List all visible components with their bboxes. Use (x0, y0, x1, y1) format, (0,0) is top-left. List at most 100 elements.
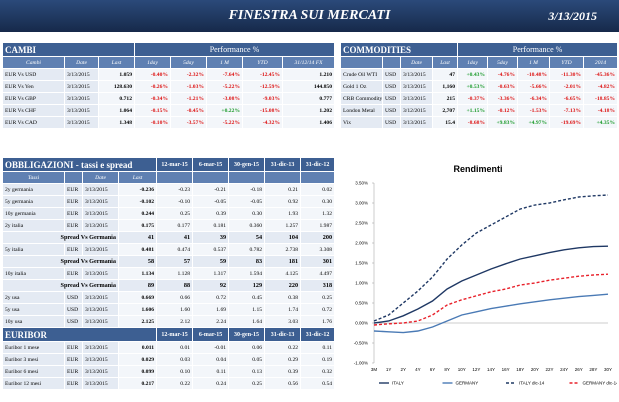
cell: -12.59% (242, 80, 283, 93)
cell: EURIBOR (1, 327, 158, 342)
cell: 0.537 (192, 243, 230, 256)
cell: 30-gen-15 (228, 327, 266, 342)
cell: -0.26% (134, 80, 171, 93)
cell: 2,707 (431, 104, 459, 117)
cell (340, 56, 383, 69)
cell: 0.30 (300, 195, 336, 208)
cell: 3/13/2015 (64, 80, 99, 93)
cell: 30-gen-15 (228, 157, 266, 172)
cell: EUR (64, 377, 83, 390)
cell: 41 (156, 231, 194, 244)
cell: 3/13/2015 (82, 315, 119, 328)
cell: 1.128 (156, 267, 194, 280)
cell: -1.21% (170, 92, 207, 105)
cell: 3/13/2015 (400, 68, 433, 81)
cell (300, 171, 336, 184)
cell: 2.738 (264, 243, 302, 256)
cell: EUR (64, 195, 83, 208)
cell: 318 (300, 279, 336, 292)
cell: -0.23 (156, 183, 194, 196)
x-tick-label: 6Y (430, 367, 436, 372)
cell: 1.987 (300, 219, 336, 232)
cell: USD (64, 303, 83, 316)
cell: EUR (64, 243, 83, 256)
cell: Euribor 6 mesi (2, 365, 65, 378)
data-row: EUR Vs Yen 3/13/2015 128.630 -0.26% -1.03% -5… (2, 80, 335, 93)
cambi-panel: CAMBI Performance % Cambi Date Last 1day 5day 1… (2, 42, 335, 129)
cell: 129 (228, 279, 266, 292)
cell: 1.064 (98, 104, 135, 117)
cell: EUR (64, 353, 83, 366)
cell: -0.102 (117, 195, 158, 208)
y-tick-label: 1.50% (355, 261, 368, 266)
cell: 31-dic-12 (300, 157, 336, 172)
data-row: Euribor 3 mesi EUR 3/13/2015 0.029 0.03 0.04 0… (2, 353, 336, 366)
data-row: EUR Vs USD 3/13/2015 1.059 -0.40% -2.32% -7.6… (2, 68, 335, 81)
cell: 3/13/2015 (82, 183, 119, 196)
cell: London Metal (340, 104, 383, 117)
cell: 1.15 (228, 303, 266, 316)
cell: 104 (264, 231, 302, 244)
cell: 1,160 (431, 80, 459, 93)
cell: -5.22% (206, 116, 243, 129)
cell: USD (382, 116, 401, 129)
cell: 0.30 (228, 207, 266, 220)
cell: Date (64, 56, 99, 69)
cell: -6.34% (517, 92, 551, 105)
cell: Crude Oil WTI (340, 68, 383, 81)
x-tick-label: 18Y (516, 367, 524, 372)
cell (192, 171, 230, 184)
table: OBBLIGAZIONI - tassi e spread 12-mar-15 6-… (1, 157, 336, 390)
cell: 0.360 (228, 219, 266, 232)
data-row: Euribor 1 mese EUR 3/13/2015 0.011 0.01 -0.01… (2, 341, 336, 354)
cell: 1.606 (117, 303, 158, 316)
x-tick-label: 4Y (415, 367, 421, 372)
cell: 3/13/2015 (400, 80, 433, 93)
cell: 2.12 (156, 315, 194, 328)
cell: 0.099 (117, 365, 158, 378)
data-row: 5y italia EUR 3/13/2015 0.481 0.474 0.537 0.78… (2, 243, 336, 256)
cell: -4.32% (242, 116, 283, 129)
cell: -4.82% (583, 80, 619, 93)
data-row: EUR Vs GBP 3/13/2015 0.712 -0.34% -1.21% -3.0… (2, 92, 335, 105)
cell: +0.53% (457, 80, 489, 93)
cell: 3/13/2015 (82, 207, 119, 220)
commodities-panel: COMMODITIES Performance % Date Last 1day 5day… (339, 42, 619, 129)
cell: 3/13/2015 (400, 116, 433, 129)
cell: 1 M (206, 56, 243, 69)
table: CAMBI Performance % Cambi Date Last 1day 5day 1… (2, 42, 335, 129)
cell: +9.83% (487, 116, 519, 129)
cell: 3.308 (300, 243, 336, 256)
cell: 3/13/2015 (400, 92, 433, 105)
cell: 10y usa (2, 315, 65, 328)
cell: 1day (457, 56, 489, 69)
cell: EUR Vs CHF (2, 104, 65, 117)
cell: 0.04 (192, 353, 230, 366)
x-tick-label: 20Y (531, 367, 539, 372)
cell: -0.21 (192, 183, 230, 196)
cell: 0.29 (264, 353, 302, 366)
cell: 3.03 (264, 315, 302, 328)
cell: YTD (242, 56, 283, 69)
x-tick-label: 10Y (458, 367, 466, 372)
legend-label: ITALY dic-14 (519, 381, 545, 386)
cell: 1 M (517, 56, 551, 69)
cell: Last (431, 56, 459, 69)
cell: 3/13/2015 (82, 291, 119, 304)
cell: -0.10% (134, 116, 171, 129)
header-row: Tassi Date Last (2, 171, 336, 184)
data-row: EUR Vs CHF 3/13/2015 1.064 -0.15% -0.45% +0.2… (2, 104, 335, 117)
cell: 12-mar-15 (156, 157, 194, 172)
cell: -0.01 (192, 341, 230, 354)
cell: 0.244 (117, 207, 158, 220)
cell: EUR Vs Yen (2, 80, 65, 93)
title-row: CAMBI Performance % (2, 42, 335, 57)
cell: +4.97% (517, 116, 551, 129)
cell: -3.36% (487, 92, 519, 105)
x-tick-label: 28Y (589, 367, 597, 372)
cell: -10.48% (517, 68, 551, 81)
cell: 0.22 (264, 341, 302, 354)
title-row: EURIBOR 12-mar-15 6-mar-15 30-gen-15 31-dic-… (1, 327, 336, 342)
cell: Performance % (134, 42, 335, 57)
